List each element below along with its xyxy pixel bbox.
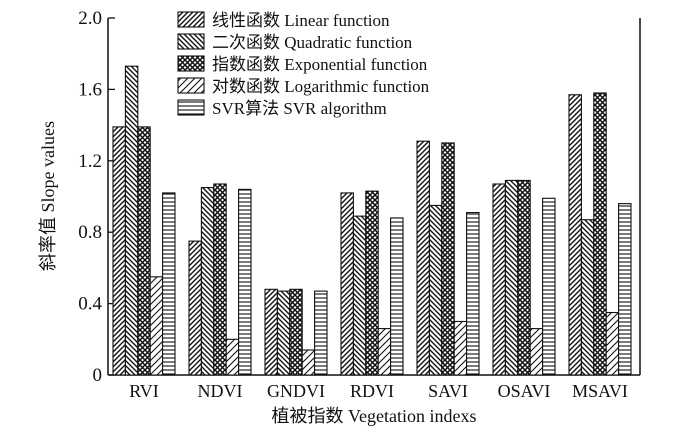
- bar-rvi-series-4: [149, 276, 164, 376]
- bar-msavi-series-2: [580, 219, 595, 376]
- bar-savi-series-4: [453, 320, 468, 376]
- bar-gndvi-series-4: [301, 349, 316, 376]
- bar-msavi-series-5: [618, 203, 632, 376]
- bar-ndvi-series-5: [238, 188, 252, 376]
- bar-ndvi-series-3: [213, 183, 227, 376]
- bar-rdvi-series-3: [365, 190, 379, 376]
- x-tick-label: NDVI: [198, 381, 243, 401]
- legend-label: 线性函数 Linear function: [212, 11, 390, 30]
- x-tick-label: RVI: [129, 381, 159, 401]
- legend-swatch: [177, 11, 205, 28]
- bar-osavi-series-2: [504, 179, 519, 376]
- y-tick-label: 0.4: [78, 294, 102, 315]
- bar-osavi-series-4: [529, 328, 544, 376]
- bar-osavi-series-1: [492, 183, 506, 376]
- y-tick-label: 0.8: [78, 222, 102, 243]
- bar-ndvi-series-2: [200, 187, 215, 376]
- legend-swatch: [177, 77, 205, 94]
- legend-label: SVR算法 SVR algorithm: [212, 99, 387, 118]
- bars: [112, 65, 632, 376]
- legend-swatch: [177, 99, 205, 116]
- y-tick-label: 0: [93, 365, 103, 386]
- legend-label: 对数函数 Logarithmic function: [212, 77, 430, 96]
- x-axis-label: 植被指数 Vegetation indexs: [272, 406, 477, 426]
- legend-swatch: [177, 55, 205, 72]
- bar-savi-series-5: [466, 212, 480, 376]
- bar-rdvi-series-5: [390, 217, 404, 376]
- bar-ndvi-series-4: [225, 338, 240, 376]
- x-tick-label: RDVI: [350, 381, 394, 401]
- bar-savi-series-3: [441, 142, 455, 376]
- legend-swatch: [177, 33, 205, 50]
- bar-gndvi-series-5: [314, 290, 328, 376]
- y-tick-label: 1.2: [78, 151, 102, 172]
- bar-rdvi-series-1: [340, 192, 354, 376]
- legend-label: 指数函数 Exponential function: [212, 55, 428, 74]
- bar-rvi-series-2: [124, 65, 139, 376]
- bar-osavi-series-5: [542, 197, 556, 376]
- x-tick-label: MSAVI: [572, 381, 628, 401]
- bar-gndvi-series-3: [289, 288, 303, 376]
- bar-gndvi-series-1: [264, 288, 278, 376]
- y-tick-label: 2.0: [78, 8, 102, 29]
- bar-rdvi-series-2: [352, 215, 367, 376]
- bar-msavi-series-3: [593, 92, 607, 376]
- y-ticks: 0 0.4 0.8 1.2 1.6 2.0: [78, 8, 115, 386]
- bar-rvi-series-1: [112, 126, 126, 376]
- bar-savi-series-2: [428, 204, 443, 376]
- y-axis-label: 斜率值 Slope values: [38, 121, 58, 271]
- y-tick-label: 1.6: [78, 79, 102, 100]
- bar-osavi-series-3: [517, 179, 531, 376]
- bar-gndvi-series-2: [276, 290, 291, 376]
- bar-rvi-series-3: [137, 126, 151, 376]
- legend: 线性函数 Linear function 二次函数 Quadratic funct…: [177, 11, 430, 118]
- bar-msavi-series-1: [568, 94, 582, 376]
- bar-savi-series-1: [416, 140, 430, 376]
- bar-rdvi-series-4: [377, 328, 392, 376]
- bar-rvi-series-5: [162, 192, 176, 376]
- bar-ndvi-series-1: [188, 240, 202, 376]
- x-tick-label: GNDVI: [267, 381, 325, 401]
- legend-label: 二次函数 Quadratic function: [212, 33, 413, 52]
- x-ticks: RVI NDVI GNDVI RDVI SAVI OSAVI MSAVI: [129, 381, 628, 401]
- x-tick-label: SAVI: [428, 381, 468, 401]
- x-tick-label: OSAVI: [498, 381, 551, 401]
- bar-msavi-series-4: [605, 311, 620, 376]
